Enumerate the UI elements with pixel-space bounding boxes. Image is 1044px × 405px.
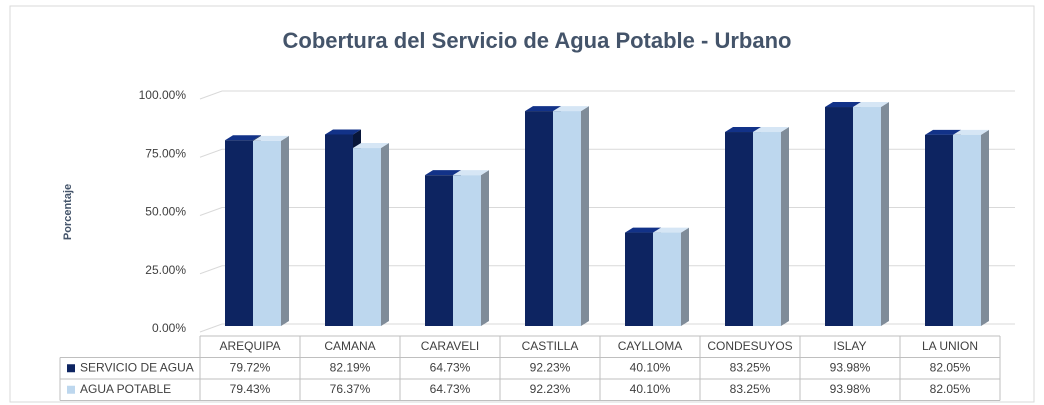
grid-line xyxy=(199,90,1015,100)
bar-side xyxy=(581,106,589,327)
bar xyxy=(853,102,889,326)
bar-side xyxy=(981,129,989,326)
bar-side xyxy=(281,135,289,326)
y-tick-label: 0.00% xyxy=(152,321,186,335)
bar-top xyxy=(953,129,989,135)
table-value: 83.25% xyxy=(730,360,771,374)
bar-front xyxy=(853,107,881,326)
bar-side xyxy=(481,170,489,326)
bar-front xyxy=(325,134,353,326)
table-value: 82.05% xyxy=(930,360,971,374)
table-value: 93.98% xyxy=(830,360,871,374)
bar-top xyxy=(925,129,961,135)
x-tick-label: CONDESUYOS xyxy=(707,339,792,353)
x-tick-label: ISLAY xyxy=(833,339,866,353)
bar xyxy=(953,129,989,326)
bar-top xyxy=(825,102,861,108)
bar xyxy=(553,106,589,327)
bar xyxy=(353,143,389,326)
legend-swatch xyxy=(67,364,75,373)
table-value: 92.23% xyxy=(530,360,571,374)
bar xyxy=(753,127,789,326)
table-value: 92.23% xyxy=(530,382,571,396)
legend-label: AGUA POTABLE xyxy=(80,382,171,396)
bar-front xyxy=(625,232,653,326)
y-tick-label: 75.00% xyxy=(145,146,186,160)
x-tick-label: AREQUIPA xyxy=(219,339,280,353)
y-tick-label: 50.00% xyxy=(145,205,186,219)
table-value: 76.37% xyxy=(330,382,371,396)
bar-front xyxy=(953,134,981,326)
bar-front xyxy=(525,111,553,327)
bar xyxy=(453,170,489,326)
bar-side xyxy=(681,227,689,326)
bar-front xyxy=(753,132,781,326)
table-value: 93.98% xyxy=(830,382,871,396)
bar-front xyxy=(725,132,753,326)
table-value: 64.73% xyxy=(430,382,471,396)
bar-top xyxy=(725,127,761,133)
table-value: 40.10% xyxy=(630,382,671,396)
bar-top xyxy=(653,227,689,233)
bar-top xyxy=(325,129,361,135)
bar xyxy=(253,135,289,326)
bar-top xyxy=(853,102,889,108)
bar-side xyxy=(781,127,789,326)
bar-top xyxy=(225,135,261,141)
x-tick-label: CASTILLA xyxy=(522,339,579,353)
legend-label: SERVICIO DE AGUA xyxy=(80,360,194,374)
bar-top xyxy=(753,127,789,133)
legend-swatch xyxy=(67,385,75,394)
y-axis-label: Porcentaje xyxy=(62,184,74,240)
bar-front xyxy=(225,140,253,326)
y-tick-label: 25.00% xyxy=(145,263,186,277)
x-tick-label: CARAVELI xyxy=(421,339,479,353)
table-value: 40.10% xyxy=(630,360,671,374)
x-tick-label: CAMANA xyxy=(324,339,375,353)
bar-front xyxy=(825,107,853,326)
bar-side xyxy=(881,102,889,326)
table-value: 82.19% xyxy=(330,360,371,374)
bar-top xyxy=(453,170,489,176)
table-value: 82.05% xyxy=(930,382,971,396)
bar-side xyxy=(381,143,389,326)
bar-top xyxy=(525,106,561,112)
bar-front xyxy=(453,175,481,326)
bar xyxy=(653,227,689,326)
bar-front xyxy=(653,232,681,326)
bar-top xyxy=(353,143,389,149)
bar-front xyxy=(553,111,581,327)
table-value: 64.73% xyxy=(430,360,471,374)
bar-top xyxy=(553,106,589,112)
bar-top xyxy=(253,135,289,141)
table-value: 79.72% xyxy=(230,360,271,374)
bar-top xyxy=(425,170,461,176)
bar-front xyxy=(425,175,453,326)
bar-front xyxy=(925,134,953,326)
chart-title: Cobertura del Servicio de Agua Potable -… xyxy=(283,28,792,53)
y-tick-label: 100.00% xyxy=(139,88,187,102)
table-value: 83.25% xyxy=(730,382,771,396)
x-tick-label: CAYLLOMA xyxy=(618,339,682,353)
bar-top xyxy=(625,227,661,233)
bar-front xyxy=(353,148,381,326)
table-value: 79.43% xyxy=(230,382,271,396)
x-tick-label: LA UNION xyxy=(922,339,978,353)
bar-front xyxy=(253,140,281,326)
